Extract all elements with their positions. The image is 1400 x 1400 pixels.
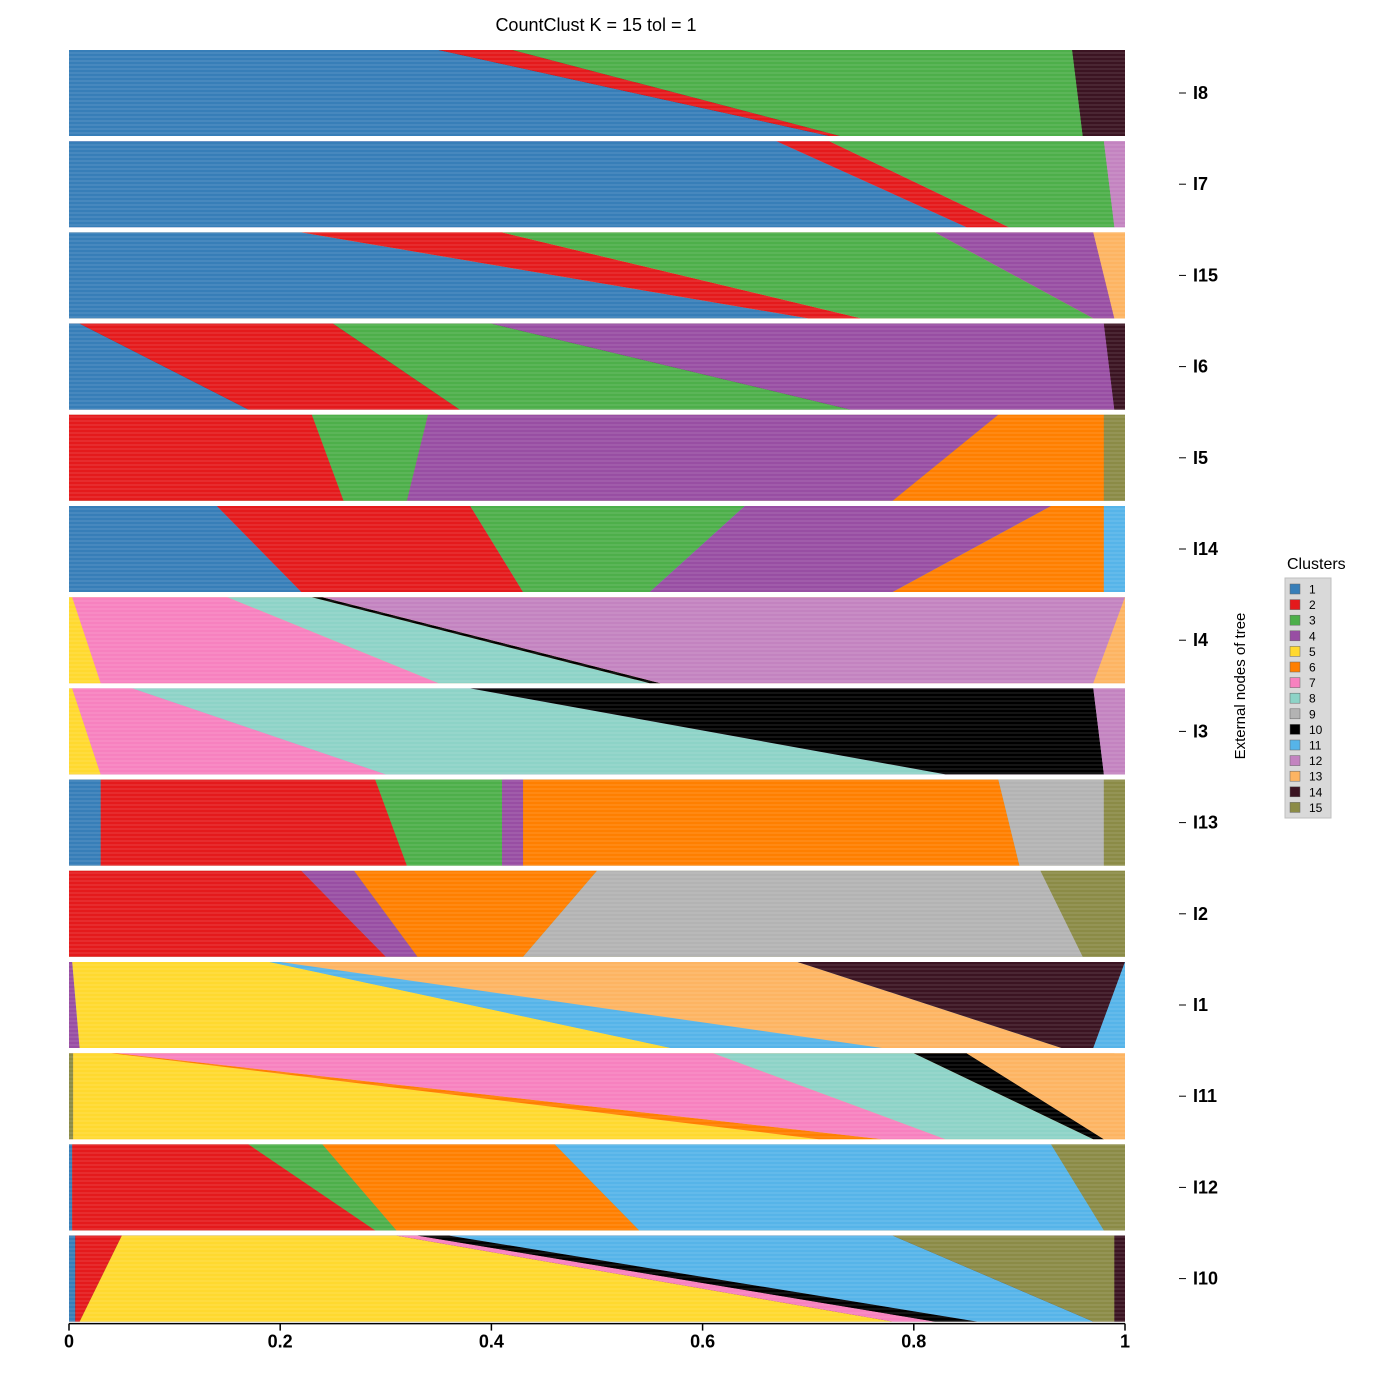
x-tick-label: 0.6	[690, 1332, 715, 1352]
panel-label: I11	[1193, 1086, 1217, 1106]
legend-swatch	[1289, 599, 1301, 610]
legend-swatch	[1289, 708, 1301, 720]
panel-label: I12	[1193, 1177, 1218, 1197]
legend-swatch	[1289, 724, 1301, 735]
panel-row-texture	[69, 232, 1125, 319]
panel-label: I14	[1193, 539, 1218, 559]
panel-row-texture	[69, 506, 1125, 592]
legend-swatch	[1289, 755, 1301, 766]
panel-row-texture	[69, 597, 1125, 684]
x-tick-label: 0.4	[479, 1332, 504, 1352]
legend-swatch	[1289, 677, 1301, 688]
panel-labels: I8 I7 I15 I6 I5 I14 I4 I3 I13 I2 I1 I11 I12 I10	[1179, 83, 1218, 1289]
legend-label: 2	[1309, 598, 1316, 612]
panel-row-texture	[69, 688, 1125, 775]
legend-label: 9	[1309, 707, 1316, 721]
legend-label: 11	[1309, 739, 1322, 753]
panels	[69, 50, 1125, 1322]
panel-i15	[69, 232, 1125, 319]
panel-i2	[69, 870, 1125, 957]
legend-swatch	[1289, 661, 1301, 673]
panel-label: I3	[1193, 721, 1208, 741]
x-tick-label: 0	[64, 1332, 74, 1352]
panel-label: I8	[1193, 83, 1208, 103]
panel-row-texture	[69, 414, 1125, 501]
panel-label: I2	[1193, 904, 1208, 924]
panel-row-texture	[69, 50, 1125, 136]
legend-label: 6	[1309, 661, 1316, 675]
legend-title: Clusters	[1287, 556, 1346, 573]
panel-i7	[69, 141, 1125, 228]
x-tick-label: 1	[1120, 1332, 1130, 1352]
panel-row-texture	[69, 323, 1125, 410]
panel-i12	[69, 1144, 1125, 1231]
panel-i6	[69, 323, 1125, 410]
chart-title: CountClust K = 15 tol = 1	[495, 15, 696, 35]
legend-label: 3	[1309, 614, 1316, 628]
legend-label: 14	[1309, 785, 1323, 799]
panel-i13	[69, 779, 1125, 866]
panel-i10	[69, 1235, 1125, 1322]
panel-row-texture	[69, 870, 1125, 957]
x-tick-label: 0.2	[268, 1332, 293, 1352]
legend-label: 4	[1309, 629, 1316, 643]
legend-swatch	[1289, 739, 1301, 751]
legend-label: 8	[1309, 692, 1316, 706]
panel-label: I13	[1193, 813, 1218, 833]
panel-row-texture	[69, 1144, 1125, 1231]
panel-row-texture	[69, 1235, 1125, 1322]
panel-row-texture	[69, 141, 1125, 228]
legend-label: 7	[1309, 676, 1316, 690]
panel-i1	[69, 962, 1125, 1048]
legend-swatch	[1289, 583, 1301, 595]
legend-label: 5	[1309, 645, 1316, 659]
panel-i3	[69, 688, 1125, 775]
legend-swatch	[1289, 802, 1301, 813]
panel-label: I1	[1193, 995, 1208, 1015]
legend-label: 1	[1309, 583, 1316, 597]
x-tick-label: 0.8	[901, 1332, 926, 1352]
x-axis: 0 0.2 0.4 0.6 0.8 1	[64, 1322, 1130, 1352]
legend-label: 10	[1309, 723, 1323, 737]
legend-swatch	[1289, 646, 1301, 657]
panel-i11	[69, 1053, 1125, 1140]
legend-swatch	[1289, 692, 1301, 704]
legend-swatch	[1289, 770, 1301, 782]
legend-label: 15	[1309, 801, 1323, 815]
y-axis-title: External nodes of tree	[1232, 613, 1249, 760]
panel-i14	[69, 506, 1125, 592]
panel-i8	[69, 50, 1125, 136]
legend-label: 13	[1309, 770, 1323, 784]
panel-label: I15	[1193, 265, 1218, 285]
panel-row-texture	[69, 962, 1125, 1048]
panel-row-texture	[69, 779, 1125, 866]
panel-row-texture	[69, 1053, 1125, 1140]
legend-swatch	[1289, 630, 1301, 642]
panel-i5	[69, 414, 1125, 501]
panel-label: I6	[1193, 357, 1208, 377]
legend-swatch	[1289, 786, 1301, 798]
panel-i4	[69, 597, 1125, 684]
panel-label: I5	[1193, 448, 1208, 468]
panel-label: I4	[1193, 630, 1208, 650]
legend-label: 12	[1309, 754, 1323, 768]
panel-label: I10	[1193, 1269, 1218, 1289]
legend-swatch	[1289, 614, 1301, 626]
panel-label: I7	[1193, 174, 1208, 194]
